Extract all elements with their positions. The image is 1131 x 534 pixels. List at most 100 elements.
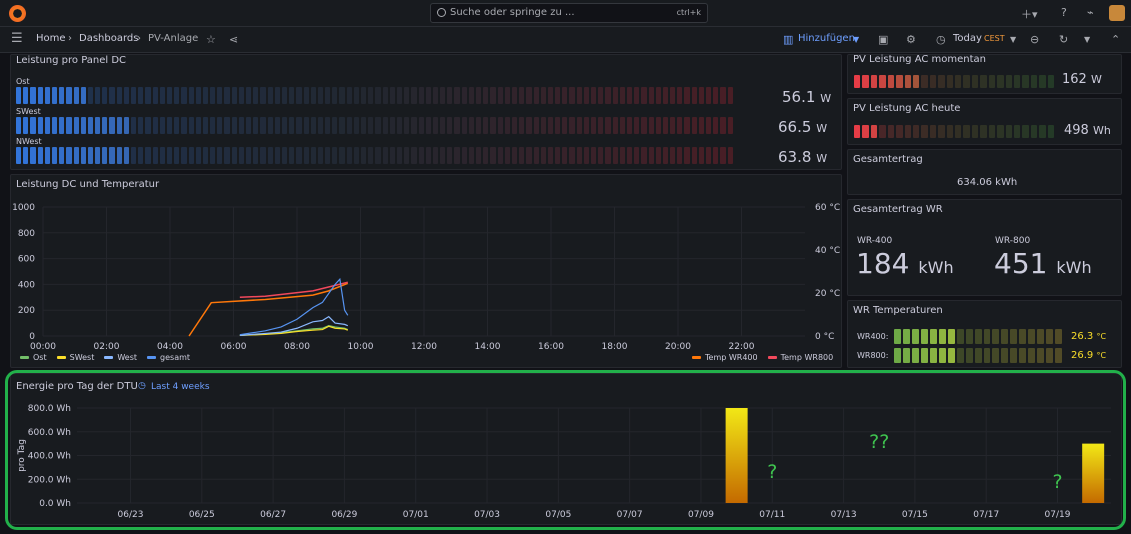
gauge-cell [353, 147, 359, 164]
gauge-cell [260, 117, 266, 134]
gauge-cell [289, 87, 295, 104]
gauge-cell [956, 329, 964, 344]
gauge-cell [1028, 348, 1036, 363]
gauge-cell [346, 117, 352, 134]
gauge-cell [51, 147, 58, 164]
y2-tick-label: 0 °C [815, 332, 834, 342]
gauge-cell [66, 147, 72, 164]
legend-west[interactable]: West [117, 353, 138, 362]
gauge-cell [454, 117, 460, 134]
legend-swatch [104, 356, 114, 359]
gauge-cell [1047, 75, 1055, 88]
gauge-cell [605, 87, 611, 104]
zoom-out-icon[interactable]: ⊖ [1030, 33, 1040, 46]
gauge-cell [317, 147, 324, 164]
panel-ac-today: PV Leistung AC heute 498 Wh [847, 98, 1122, 145]
gauge-cell [346, 147, 352, 164]
gauge-cell [547, 87, 554, 104]
gauge-cell [202, 117, 209, 134]
chevron-down-icon: ▼ [853, 35, 860, 44]
save-icon[interactable]: ▣ [878, 33, 889, 46]
gauge-cell [166, 147, 173, 164]
gauge-cell [648, 87, 654, 104]
value-ac-now: 162 W [1062, 72, 1102, 87]
time-range-picker[interactable]: Today [953, 33, 982, 44]
gauge-cell [411, 117, 417, 134]
gauge-cell [461, 117, 467, 134]
news-rss-icon[interactable]: ⌁ [1087, 6, 1094, 19]
gauge-cell [634, 147, 640, 164]
gauge-cell [497, 87, 503, 104]
gauge-cell [468, 117, 474, 134]
plus-icon[interactable]: ＋▾ [1021, 8, 1038, 21]
legend-gesamt[interactable]: gesamt [160, 353, 191, 362]
settings-gear-icon[interactable]: ⚙ [906, 33, 916, 46]
refresh-icon[interactable]: ↻ [1059, 33, 1069, 46]
legend-swest[interactable]: SWest [69, 353, 95, 362]
gauge-cell [224, 117, 230, 134]
time-range-badge[interactable]: Last 4 weeks [151, 382, 210, 392]
clock-icon: ◷ [936, 33, 946, 46]
gauge-cell [983, 329, 991, 344]
bar-gauge-nwest [16, 147, 733, 164]
gauge-cell [974, 348, 982, 363]
grafana-logo-icon[interactable] [9, 5, 26, 22]
gauge-cell [346, 87, 352, 104]
gauge-cell [526, 87, 532, 104]
gauge-cell [30, 147, 36, 164]
refresh-interval-chevron-icon[interactable]: ▼ [1084, 35, 1091, 44]
highlight-outline [5, 370, 1126, 530]
gauge-cell [619, 147, 625, 164]
share-icon[interactable]: ⋖ [229, 33, 239, 46]
gauge-cell [497, 117, 503, 134]
gauge-cell [598, 117, 604, 134]
gauge-cell [938, 125, 945, 138]
gauge-cell [404, 147, 410, 164]
gauge-cell [720, 87, 726, 104]
breadcrumb-home[interactable]: Home [36, 33, 66, 44]
gauge-cell [281, 147, 288, 164]
star-icon[interactable]: ☆ [206, 33, 216, 46]
collapse-chevron-up-icon[interactable]: ⌃ [1111, 33, 1121, 46]
gauge-cell [1028, 329, 1036, 344]
y-tick-label: 0 [29, 332, 35, 342]
y-tick-label: 1000 [12, 203, 35, 213]
gauge-cell [576, 117, 582, 134]
gauge-cell [1047, 125, 1055, 138]
gauge-cell [260, 87, 266, 104]
avatar[interactable] [1109, 5, 1125, 21]
gauge-cell [66, 117, 72, 134]
legend-temp-wr400[interactable]: Temp WR400 [705, 353, 758, 362]
y-axis-label: pro Tag [17, 439, 27, 472]
gauge-cell [217, 147, 223, 164]
line-chart: 0 200 400 600 800 1000 00:00 02:00 04:00 06:00 08:… [12, 203, 840, 349]
gauge-cell [1039, 125, 1046, 138]
gauge-cell [619, 87, 625, 104]
x-tick-label: 07/17 [973, 510, 999, 520]
top-bar: Suche oder springe zu ... ctrl+k ＋▾ ? ⌁ [0, 0, 1131, 27]
legend-ost[interactable]: Ost [33, 353, 47, 362]
series-line-gesamt [239, 277, 349, 336]
gauge-cell [670, 87, 676, 104]
gauge-cell [1037, 348, 1045, 363]
help-icon[interactable]: ? [1061, 6, 1067, 19]
legend-temp-wr800[interactable]: Temp WR800 [780, 353, 834, 362]
gauge-cell [896, 125, 903, 138]
gauge-cell [569, 117, 575, 134]
menu-icon[interactable]: ☰ [11, 31, 23, 46]
breadcrumb-dashboards[interactable]: Dashboards [79, 33, 139, 44]
clock-icon: ◷ [138, 381, 146, 391]
gauge-cell [253, 87, 259, 104]
gauge-cell [555, 117, 561, 134]
gauge-cell [911, 329, 919, 344]
gauge-cell [720, 117, 726, 134]
add-button[interactable]: Hinzufügen [798, 33, 855, 44]
gauge-cell [231, 117, 237, 134]
x-tick-label: 07/07 [617, 510, 643, 520]
gauge-cell [289, 147, 295, 164]
search-input[interactable]: Suche oder springe zu ... ctrl+k [430, 3, 708, 23]
gauge-cell [713, 147, 719, 164]
gauge-cell [706, 117, 712, 134]
gauge-cell [720, 147, 726, 164]
gauge-cell [519, 117, 525, 134]
